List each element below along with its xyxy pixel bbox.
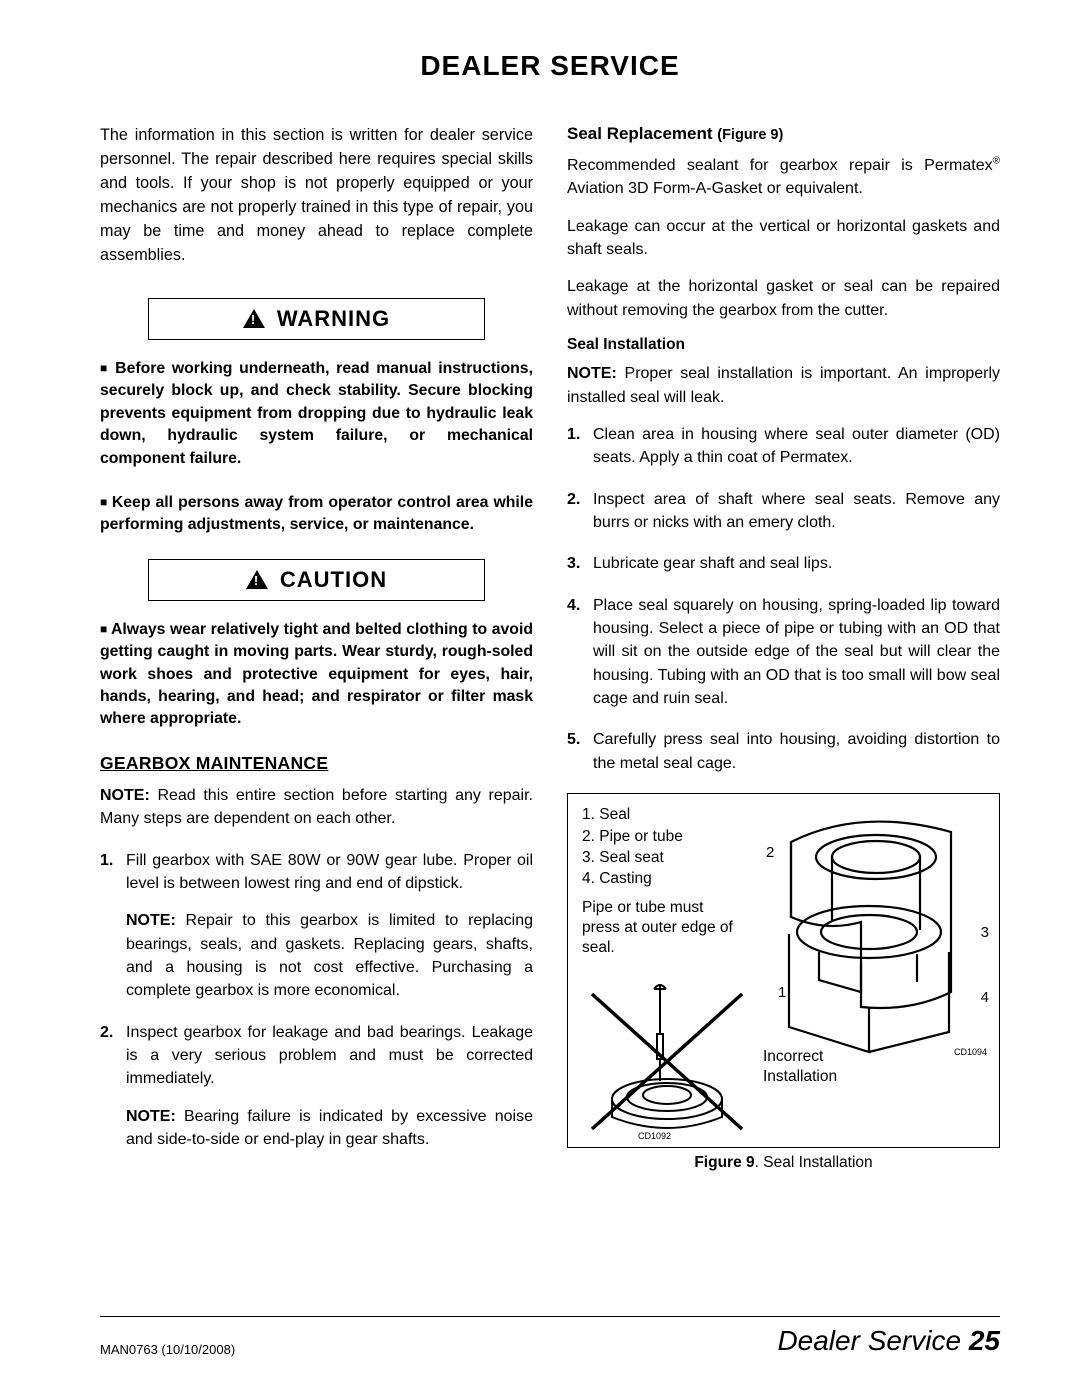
install-step-5: Carefully press seal into housing, avoid… <box>593 728 1000 775</box>
seal-heading-text: Seal Replacement <box>567 124 717 143</box>
warning-label: WARNING <box>277 306 390 332</box>
warning-bullet-2: Keep all persons away from operator cont… <box>100 492 533 537</box>
install-step-2: Inspect area of shaft where seal seats. … <box>593 488 1000 535</box>
step-text: Fill gearbox with SAE 80W or 90W gear lu… <box>126 852 533 892</box>
two-column-layout: The information in this section is writt… <box>100 124 1000 1172</box>
figure-legend-note: Pipe or tube must press at outer edge of… <box>582 898 742 958</box>
install-step-1: Clean area in housing where seal outer d… <box>593 423 1000 470</box>
subnote-text: Repair to this gearbox is limited to rep… <box>126 912 533 999</box>
gearbox-note: NOTE: Read this entire section before st… <box>100 784 533 831</box>
seal-heading: Seal Replacement (Figure 9) <box>567 124 1000 144</box>
right-column: Seal Replacement (Figure 9) Recommended … <box>567 124 1000 1172</box>
caution-icon <box>246 570 268 589</box>
caution-bullet-1: Always wear relatively tight and belted … <box>100 619 533 731</box>
seal-install-heading: Seal Installation <box>567 336 1000 354</box>
registered-icon: ® <box>993 156 1000 167</box>
install-step-3: Lubricate gear shaft and seal lips. <box>593 552 1000 575</box>
page: DEALER SERVICE The information in this s… <box>0 0 1080 1172</box>
subnote-lead: NOTE: <box>126 1108 176 1125</box>
caution-label: CAUTION <box>280 567 387 593</box>
footer-section: Dealer Service 25 <box>777 1325 1000 1357</box>
callout-4: 4 <box>981 989 989 1006</box>
install-note-text: Proper seal installation is important. A… <box>567 365 1000 405</box>
incorrect-text: Incorrect Installation <box>763 1047 837 1087</box>
note-lead: NOTE: <box>100 787 150 804</box>
left-column: The information in this section is writt… <box>100 124 533 1172</box>
callout-1: 1 <box>778 984 786 1001</box>
page-footer: MAN0763 (10/10/2008) Dealer Service 25 <box>100 1316 1000 1357</box>
seal-p1b: Aviation 3D Form-A-Gasket or equivalent. <box>567 180 863 197</box>
figure-9: 1. Seal 2. Pipe or tube 3. Seal seat 4. … <box>567 793 1000 1148</box>
fig-code-2: CD1092 <box>638 1131 671 1141</box>
gearbox-heading: GEARBOX MAINTENANCE <box>100 753 533 774</box>
seal-p2: Leakage can occur at the vertical or hor… <box>567 215 1000 262</box>
warning-icon <box>243 309 265 328</box>
seal-install-note: NOTE: Proper seal installation is import… <box>567 362 1000 409</box>
step-text: Inspect gearbox for leakage and bad bear… <box>126 1024 533 1088</box>
caption-lead: Figure 9 <box>694 1154 754 1171</box>
gearbox-step-2: Inspect gearbox for leakage and bad bear… <box>126 1021 533 1152</box>
seal-p1: Recommended sealant for gearbox repair i… <box>567 154 1000 201</box>
fig-code-1: CD1094 <box>954 1047 987 1057</box>
page-title: DEALER SERVICE <box>100 50 1000 82</box>
subnote-text: Bearing failure is indicated by excessiv… <box>126 1108 533 1148</box>
install-note-lead: NOTE: <box>567 365 617 382</box>
callout-2: 2 <box>766 844 774 861</box>
figure-caption: Figure 9. Seal Installation <box>567 1154 1000 1172</box>
step-1-subnote: NOTE: Repair to this gearbox is limited … <box>126 909 533 1002</box>
warning-box: WARNING <box>148 298 486 340</box>
subnote-lead: NOTE: <box>126 912 176 929</box>
gearbox-steps: Fill gearbox with SAE 80W or 90W gear lu… <box>100 849 533 1152</box>
gearbox-step-1: Fill gearbox with SAE 80W or 90W gear lu… <box>126 849 533 1003</box>
note-text: Read this entire section before starting… <box>100 787 533 827</box>
footer-section-text: Dealer Service <box>777 1325 968 1356</box>
intro-paragraph: The information in this section is writt… <box>100 124 533 268</box>
caption-rest: . Seal Installation <box>755 1154 873 1171</box>
footer-docid: MAN0763 (10/10/2008) <box>100 1342 235 1357</box>
seal-install-steps: Clean area in housing where seal outer d… <box>567 423 1000 775</box>
footer-page-number: 25 <box>969 1325 1000 1356</box>
seal-heading-ref: (Figure 9) <box>717 127 783 143</box>
seal-p3: Leakage at the horizontal gasket or seal… <box>567 275 1000 322</box>
seal-p1a: Recommended sealant for gearbox repair i… <box>567 157 993 174</box>
install-step-4: Place seal squarely on housing, spring-l… <box>593 594 1000 711</box>
warning-bullet-1: Before working underneath, read manual i… <box>100 358 533 470</box>
step-2-subnote: NOTE: Bearing failure is indicated by ex… <box>126 1105 533 1152</box>
callout-3: 3 <box>981 924 989 941</box>
incorrect-label: Incorrect Installation <box>763 1047 837 1087</box>
caution-box: CAUTION <box>148 559 486 601</box>
incorrect-install-icon <box>582 979 752 1139</box>
seal-cutaway-icon <box>731 802 991 1062</box>
